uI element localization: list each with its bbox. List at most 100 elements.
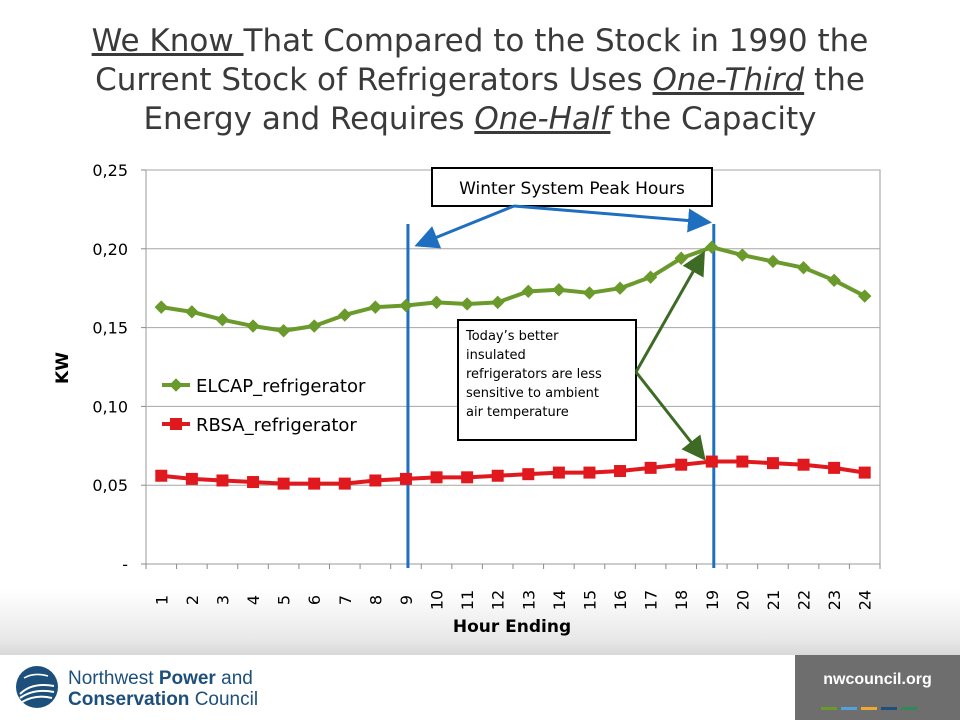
data-point [185,305,199,319]
title-part-2: That Compared to the Stock in 1990 the C… [95,23,869,98]
data-point [185,472,198,485]
x-tick-label: 7 [336,595,355,605]
y-axis-ticks: - 0,05 0,10 0,15 0,20 0,25 [92,161,128,574]
data-point [736,455,749,468]
data-point [552,466,565,479]
accent-dash [881,707,897,710]
chart-series [154,240,872,490]
series-line [160,245,866,333]
insulation-note-line: air temperature [466,405,569,420]
x-tick-label: 16 [611,590,630,610]
x-tick-label: 5 [275,595,294,605]
peak-arrow-right [513,204,712,233]
refrigerator-load-chart: -0,050,100,150,200,25 1 2 3 4 5 6 7 8 9 10 11 12 13 1… [53,161,881,637]
council-name: Northwest Power and Conservation Council [68,668,258,710]
legend-label: RBSA_refrigerator [196,415,357,436]
y-tick-label: 0,25 [92,161,128,180]
x-tick-label: 21 [764,590,783,610]
website-link[interactable]: nwcouncil.org [823,671,932,688]
data-point [735,248,750,262]
x-tick-label: 2 [183,595,202,605]
legend-label: ELCAP_refrigerator [196,376,366,397]
slide-title: We Know That Compared to the Stock in 19… [40,22,920,139]
peak-hours-callout-box [431,167,713,207]
y-tick-label: 0,10 [92,397,128,416]
legend-item-ELCAP_refrigerator: ELCAP_refrigerator [162,376,366,397]
insulation-note-line: insulated [466,348,526,363]
insulation-note-box [457,319,637,441]
data-point [675,458,688,471]
org-word-conservation: Conservation [68,689,190,710]
x-tick-label: 24 [856,590,875,610]
x-tick-label: 9 [397,595,416,605]
data-point [461,471,474,484]
data-point [705,240,719,254]
x-tick-label: 3 [213,595,232,605]
data-point [216,474,229,487]
insulation-note-line: Today’s better [465,329,559,344]
x-tick-label: 23 [825,590,844,610]
chart-legend: ELCAP_refrigerator RBSA_refrigerator [162,376,366,436]
y-tick-label: 0,15 [92,319,128,338]
data-point [858,289,872,303]
council-logo-icon [16,666,58,708]
data-point [766,457,779,470]
council-name-line2: Conservation Council [68,689,258,710]
data-point [307,319,321,333]
data-point [491,469,504,482]
x-axis-label: Hour Ending [453,617,571,637]
note-arrow-down [634,371,706,461]
title-part-6: the Capacity [610,101,817,137]
org-word-council: Council [189,689,259,710]
series-line [161,459,866,486]
series-ELCAP_refrigerator [154,240,872,338]
y-tick-label: 0,05 [92,476,128,495]
y-tick-label: - [122,555,128,574]
data-point [368,300,383,314]
data-point [796,261,811,275]
peak-hours-callout-text: Winter System Peak Hours [459,179,685,199]
x-tick-label: 4 [244,595,263,605]
legend-swatch-marker [169,378,183,392]
legend-item-RBSA_refrigerator: RBSA_refrigerator [162,415,357,436]
accent-dash [861,707,877,710]
data-point [613,281,627,295]
org-word-power: Power [158,668,216,689]
data-point [277,477,290,490]
data-point [644,461,657,474]
data-point [338,308,352,322]
data-point [828,461,841,474]
data-point [705,455,718,468]
data-point [521,284,535,299]
data-point [338,477,351,490]
accent-dash [821,707,837,710]
x-tick-label: 12 [489,590,508,610]
data-point [491,295,505,310]
title-part-we-know: We Know [91,23,244,59]
note-arrow-up [634,250,705,373]
data-point [582,286,597,300]
x-tick-label: 18 [672,590,691,610]
x-tick-label: 15 [580,590,599,610]
x-tick-label: 11 [458,590,477,610]
data-point [276,324,291,338]
accent-dash [901,707,917,710]
peak-arrow-left [414,204,515,249]
data-point [430,471,443,484]
legend-swatch-marker [170,418,182,430]
data-point [552,283,566,297]
data-point [429,295,444,310]
data-point [522,468,535,481]
series-RBSA_refrigerator [155,455,871,490]
data-point [154,300,168,314]
data-point [155,469,168,482]
x-tick-label: 22 [795,590,814,610]
accent-dashes [821,697,941,710]
data-point [643,270,658,284]
x-tick-label: 10 [428,590,447,610]
x-tick-label: 17 [642,590,661,610]
x-tick-label: 20 [733,590,752,610]
x-tick-label: 14 [550,590,569,610]
x-tick-label: 8 [366,595,385,605]
insulation-note-line: refrigerators are less [466,367,602,382]
